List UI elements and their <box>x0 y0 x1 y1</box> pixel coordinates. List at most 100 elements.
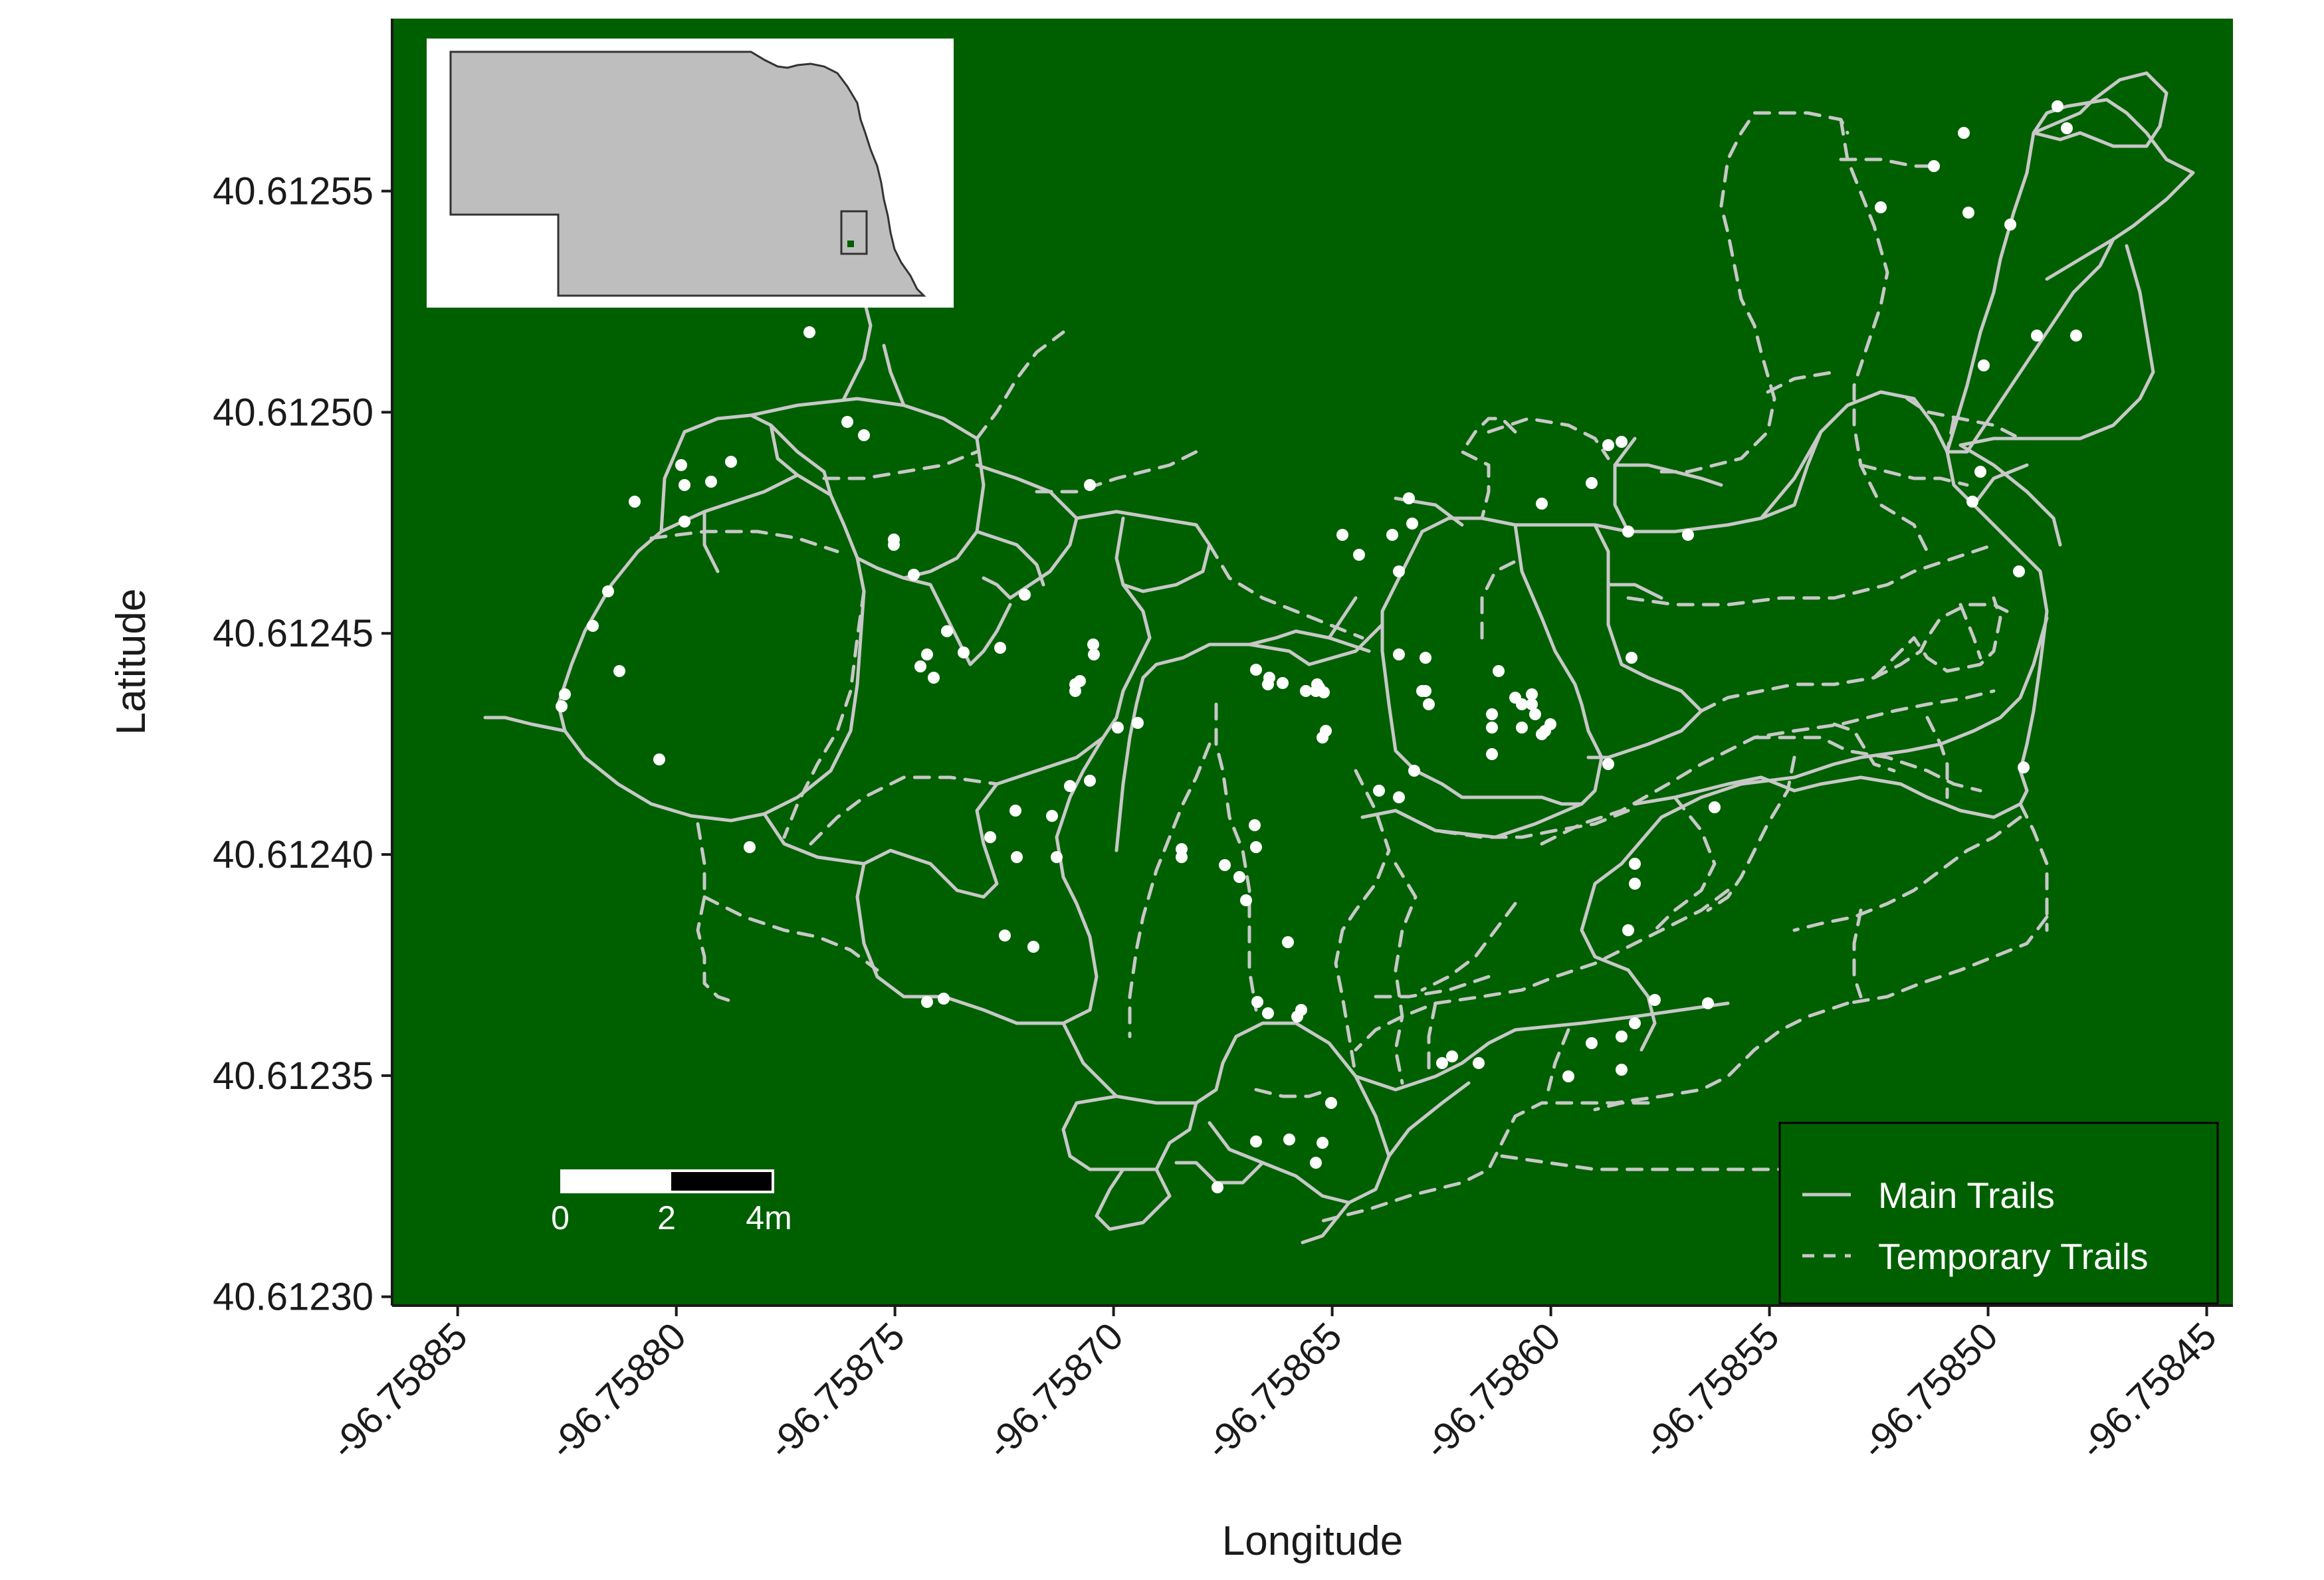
survey-point <box>2070 330 2082 342</box>
survey-point <box>1251 996 1263 1008</box>
survey-point <box>1446 1050 1458 1062</box>
survey-point <box>1629 1017 1641 1029</box>
survey-point <box>994 642 1006 654</box>
temporary-trail <box>649 530 839 553</box>
main-trail <box>2032 71 2168 148</box>
survey-point <box>1250 841 1262 853</box>
y-axis-title: Latitude <box>108 589 154 736</box>
temporary-trail <box>1925 716 1949 799</box>
survey-points <box>556 100 2082 1193</box>
survey-point <box>613 665 625 677</box>
survey-point <box>1009 805 1021 817</box>
temporary-trail <box>1208 543 1364 640</box>
trails-layer <box>483 71 2195 1244</box>
temporary-trail <box>1846 915 2049 1005</box>
main-trail <box>1061 1094 1198 1171</box>
main-trail <box>1958 244 2155 447</box>
survey-point <box>1240 894 1252 906</box>
survey-point <box>1283 1134 1295 1145</box>
survey-point <box>1702 997 1714 1009</box>
survey-point <box>1250 664 1262 676</box>
main-trail <box>556 473 866 823</box>
temporary-trail <box>1420 902 1517 992</box>
survey-point <box>1875 201 1887 213</box>
survey-point <box>914 660 926 672</box>
survey-point <box>1616 1064 1628 1076</box>
main-trail <box>975 463 1079 600</box>
survey-point <box>888 539 900 551</box>
survey-point <box>1112 722 1124 734</box>
main-trail <box>769 423 833 497</box>
survey-point <box>1046 810 1058 822</box>
survey-point <box>1562 1070 1574 1082</box>
survey-point <box>1423 698 1435 710</box>
temporary-trail <box>1334 769 1391 1078</box>
survey-point <box>1069 685 1081 697</box>
x-tick-label: -96.75845 <box>2071 1314 2225 1468</box>
survey-point <box>1626 652 1637 664</box>
survey-point <box>1011 851 1023 863</box>
main-trail <box>1380 523 1604 806</box>
scale-bar-white <box>562 1171 670 1192</box>
x-tick-label: -96.75850 <box>1853 1314 2006 1468</box>
temporary-trail <box>1659 111 1849 474</box>
survey-point <box>587 620 599 632</box>
temporary-trail <box>1766 370 1836 394</box>
survey-point <box>1318 686 1330 698</box>
main-trail <box>483 716 567 733</box>
survey-point <box>1978 359 1990 371</box>
temporary-trail <box>1314 1001 1849 1225</box>
survey-point <box>1087 639 1099 650</box>
survey-point <box>938 993 950 1005</box>
x-tick-label: -96.75865 <box>1197 1314 1350 1468</box>
survey-point <box>1928 160 1940 172</box>
survey-point <box>1616 1031 1628 1042</box>
inset-map <box>427 39 954 308</box>
temporary-trail <box>782 589 866 839</box>
main-trail <box>1114 623 1384 852</box>
temporary-trail <box>1832 722 1896 773</box>
survey-point <box>679 479 690 491</box>
main-trail <box>1095 1167 1172 1231</box>
survey-point <box>2052 100 2063 112</box>
survey-point <box>1317 732 1328 743</box>
temporary-trail <box>1546 1028 1570 1092</box>
main-trail <box>1387 1081 1471 1158</box>
survey-point <box>1962 207 1974 219</box>
survey-point <box>1403 492 1415 504</box>
survey-point <box>1416 685 1428 697</box>
temporary-trail <box>1626 543 1996 607</box>
survey-point <box>1436 1057 1448 1069</box>
survey-point <box>1084 479 1096 491</box>
survey-point <box>1473 1057 1485 1069</box>
survey-point <box>1311 678 1323 690</box>
survey-point <box>2031 330 2043 342</box>
survey-point <box>1393 565 1405 577</box>
survey-point <box>629 496 641 508</box>
survey-point <box>1649 994 1661 1006</box>
temporary-trail <box>702 895 879 972</box>
main-trail <box>1606 583 1663 600</box>
survey-point <box>1250 1136 1262 1147</box>
survey-point <box>1212 1181 1223 1193</box>
survey-point <box>1958 127 1970 139</box>
y-tick-label: 40.61245 <box>213 612 373 655</box>
temporary-trail <box>1852 908 1863 999</box>
survey-point <box>1393 791 1405 803</box>
temporary-trail <box>1706 755 1796 912</box>
x-tick-label: -96.75855 <box>1634 1314 1788 1468</box>
survey-point <box>1393 648 1405 660</box>
survey-point <box>1132 717 1144 729</box>
survey-point <box>2004 219 2016 231</box>
survey-point <box>1219 859 1231 871</box>
temporary-trail <box>1035 450 1198 494</box>
survey-point <box>1325 1097 1337 1109</box>
survey-point <box>1019 589 1031 601</box>
temporary-trail <box>1394 862 1418 1085</box>
survey-point <box>1966 496 1978 508</box>
scale-label-4m: 4m <box>746 1199 792 1236</box>
temporary-trail <box>1254 1088 1331 1098</box>
survey-point <box>1622 526 1634 538</box>
survey-point <box>984 831 996 843</box>
